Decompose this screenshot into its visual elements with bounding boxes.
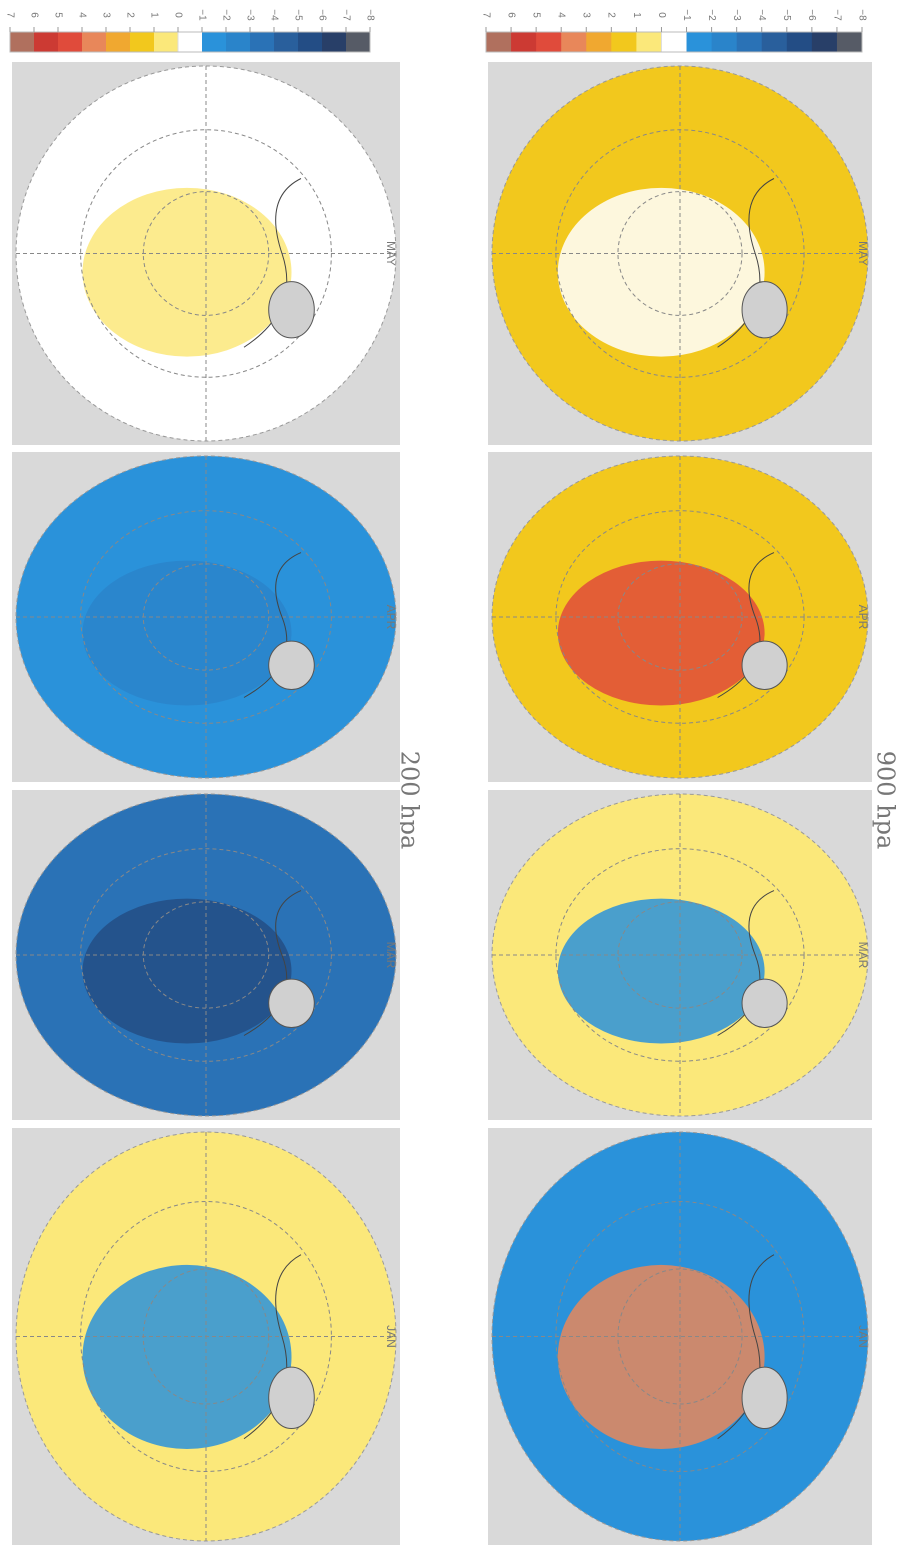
- month-label: MAR: [384, 942, 398, 969]
- map-panel: JAN: [488, 1128, 872, 1545]
- colorbar-tick-label: −4: [756, 9, 767, 21]
- colorbar-segment: [486, 32, 512, 52]
- anomaly-region: [558, 561, 765, 706]
- month-label: APR: [384, 605, 398, 630]
- colorbar-segment: [82, 32, 107, 52]
- colorbar-segment: [837, 32, 863, 52]
- greenland: [269, 282, 315, 338]
- colorbar-tick-label: −8: [856, 9, 867, 21]
- map-panel: MAR: [12, 790, 400, 1120]
- colorbar-tick-label: 7: [4, 12, 15, 18]
- colorbar-tick-label: 4: [556, 12, 567, 18]
- colorbar-segment: [274, 32, 299, 52]
- colorbar-segment: [154, 32, 179, 52]
- month-label: JAN: [856, 1325, 870, 1348]
- month-label: APR: [856, 605, 870, 630]
- colorbar-tick-label: −4: [268, 9, 279, 21]
- colorbar-tick-label: 5: [52, 12, 63, 18]
- colorbar-segment: [561, 32, 587, 52]
- colorbar-tick-label: −2: [220, 9, 231, 21]
- colorbar-segment: [762, 32, 788, 52]
- colorbar-segment: [202, 32, 227, 52]
- colorbar-segment: [130, 32, 155, 52]
- colorbar-segment: [712, 32, 738, 52]
- colorbar-segment: [298, 32, 323, 52]
- colorbar-tick-label: −7: [340, 9, 351, 21]
- anomaly-region: [558, 899, 765, 1044]
- colorbar-tick-label: −7: [831, 9, 842, 21]
- colorbar-segment: [250, 32, 275, 52]
- colorbar-segment: [737, 32, 763, 52]
- colorbar-segment: [687, 32, 713, 52]
- colorbar-tick-label: 3: [581, 12, 592, 18]
- colorbar-segment: [106, 32, 131, 52]
- month-label: MAY: [856, 241, 870, 266]
- colorbar-tick-label: −5: [292, 9, 303, 21]
- colorbar-tick-label: 6: [28, 12, 39, 18]
- colorbar-tick-label: 6: [505, 12, 516, 18]
- colorbar-segment: [226, 32, 251, 52]
- colorbar-segment: [536, 32, 562, 52]
- colorbar-tick-label: −3: [244, 9, 255, 21]
- colorbar-tick-label: 2: [606, 12, 617, 18]
- map-panel: APR: [12, 452, 400, 782]
- colorbar-segment: [812, 32, 838, 52]
- map-panel: MAY: [12, 62, 400, 445]
- greenland: [742, 282, 787, 338]
- colorbar-segment: [787, 32, 813, 52]
- map-panel: APR: [488, 452, 872, 782]
- anomaly-region: [83, 899, 292, 1044]
- colorbar-tick-label: 2: [124, 12, 135, 18]
- colorbar-tick-label: 1: [631, 12, 642, 18]
- colorbar-segment: [511, 32, 537, 52]
- colorbar-tick-label: −6: [316, 9, 327, 21]
- colorbar-tick-label: −8: [364, 9, 375, 21]
- colorbar-tick-label: 4: [76, 12, 87, 18]
- colorbar-tick-label: 0: [172, 12, 183, 18]
- colorbar-segment: [178, 32, 203, 52]
- colorbar-tick-label: 3: [100, 12, 111, 18]
- anomaly-region: [83, 1265, 292, 1449]
- colorbar-segment: [34, 32, 59, 52]
- anomaly-region: [83, 561, 292, 706]
- anomaly-region: [83, 188, 292, 357]
- colorbar-tick-label: −3: [731, 9, 742, 21]
- colorbar-tick-label: −1: [196, 9, 207, 21]
- colorbar-segment: [346, 32, 371, 52]
- greenland: [269, 641, 315, 689]
- greenland: [742, 641, 787, 689]
- colorbar-tick-label: −2: [706, 9, 717, 21]
- month-label: MAR: [856, 942, 870, 969]
- colorbar-tick-label: 0: [656, 12, 667, 18]
- colorbar-tick-label: 7: [480, 12, 491, 18]
- map-panel: JAN: [12, 1128, 400, 1545]
- month-label: MAY: [384, 241, 398, 266]
- map-panel: MAY: [488, 62, 872, 445]
- anomaly-region: [558, 1265, 765, 1449]
- colorbar-segment: [661, 32, 687, 52]
- colorbar-segment: [611, 32, 637, 52]
- colorbar-segment: [58, 32, 83, 52]
- map-panel: MAR: [488, 790, 872, 1120]
- colorbar-segment: [322, 32, 347, 52]
- colorbar-tick-label: 5: [530, 12, 541, 18]
- level-label: 900 hpa: [872, 751, 900, 850]
- colorbar-segment: [10, 32, 35, 52]
- figure: 76543210−1−2−3−4−5−6−7−8200 hpaJANMARAPR…: [0, 0, 901, 1555]
- greenland: [269, 1367, 315, 1428]
- colorbar-tick-label: −6: [806, 9, 817, 21]
- month-label: JAN: [384, 1325, 398, 1348]
- anomaly-region: [558, 188, 765, 357]
- colorbar-tick-label: 1: [148, 12, 159, 18]
- colorbar-segment: [636, 32, 662, 52]
- greenland: [742, 979, 787, 1027]
- colorbar-tick-label: −1: [681, 9, 692, 21]
- colorbar-tick-label: −5: [781, 9, 792, 21]
- greenland: [742, 1367, 787, 1428]
- colorbar-segment: [586, 32, 612, 52]
- greenland: [269, 979, 315, 1027]
